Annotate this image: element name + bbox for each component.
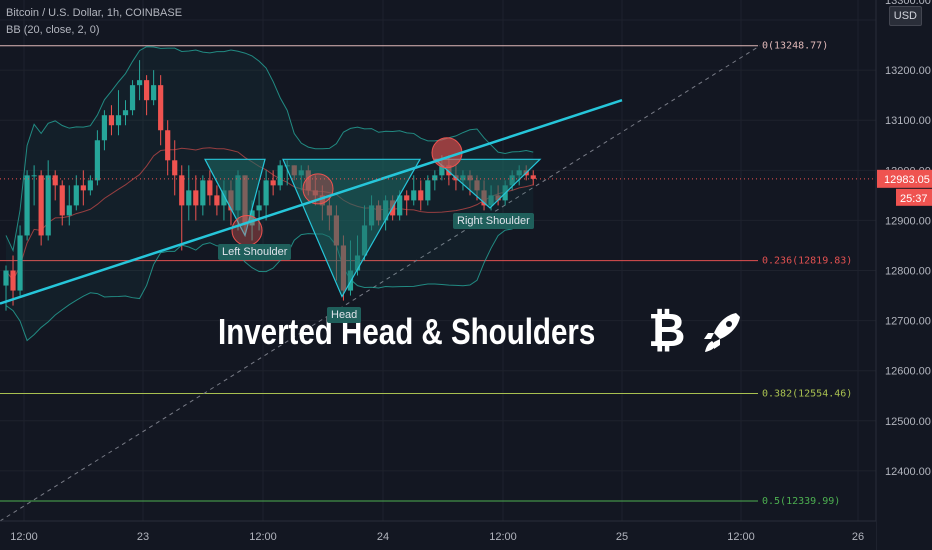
candle-body-5 (38, 175, 44, 236)
candle-body-18 (129, 85, 136, 111)
candle-body-36 (256, 205, 262, 211)
dashed-trendline (0, 45, 761, 522)
time-tick-0: 12:00 (10, 531, 38, 543)
price-tick-7: 12400.00 (885, 466, 931, 478)
time-tick-6: 12:00 (727, 531, 755, 543)
candle-body-16 (115, 115, 122, 126)
candle-body-60 (425, 180, 431, 201)
candle-body-7 (52, 175, 58, 186)
bb-basis (5, 147, 534, 282)
price-tick-6: 12500.00 (885, 416, 931, 428)
candle-body-57 (404, 195, 410, 201)
candle-body-56 (397, 195, 403, 216)
head-shape (282, 158, 422, 298)
fib-label-2: 0.382(12554.46) (762, 389, 852, 400)
price-tick-5: 12600.00 (885, 366, 931, 378)
current-price-tag (877, 169, 932, 188)
time-tick-1: 23 (137, 531, 149, 543)
candle-body-4 (31, 175, 37, 177)
time-tick-2: 12:00 (249, 531, 277, 543)
candle-body-31 (221, 190, 227, 206)
candle-body-22 (158, 85, 164, 131)
currency-badge[interactable]: USD (888, 6, 922, 26)
candle-body-10 (73, 185, 79, 206)
price-tick-1: 13100.00 (885, 115, 931, 127)
right-shoulder-label: Right Shoulder (453, 213, 534, 229)
candle-body-15 (108, 115, 115, 126)
candle-body-9 (66, 205, 72, 216)
candle-body-62 (439, 165, 445, 176)
fib-label-3: 0.5(12339.99) (762, 496, 840, 507)
price-tick-4: 12700.00 (885, 316, 931, 328)
fib-label-0: 0(13248.77) (762, 41, 828, 52)
candle-body-13 (94, 140, 100, 181)
current-price-value: 12983.05 (884, 174, 930, 186)
candle-body-0 (3, 270, 9, 286)
rising-trendline (0, 99, 623, 305)
countdown-value: 25:37 (900, 193, 928, 205)
left-shoulder-label: Left Shoulder (218, 244, 292, 260)
candle-body-26 (186, 190, 192, 206)
candle-body-37 (263, 180, 269, 206)
price-tick-3: 12800.00 (885, 266, 931, 278)
candle-body-8 (59, 185, 65, 216)
bb-lower (5, 217, 534, 342)
indicator-legend[interactable]: BB (20, close, 2, 0) (6, 24, 100, 36)
time-axis-bg (0, 521, 876, 550)
candle-body-2 (17, 235, 23, 291)
candle-body-39 (277, 165, 283, 186)
price-tick-2: 12900.00 (885, 215, 931, 227)
candle-body-19 (136, 80, 143, 86)
bitcoin-icon: ₿ (648, 304, 686, 356)
rocket-icon (704, 313, 740, 352)
head-label: Head (327, 307, 362, 323)
price-tick-top: 13300.00 (885, 0, 931, 7)
time-tick-3: 24 (377, 531, 389, 543)
candle-body-3 (24, 175, 30, 236)
candle-body-6 (45, 175, 51, 236)
price-tick-0: 13200.00 (885, 65, 931, 77)
candle-body-38 (270, 180, 276, 186)
candle-body-12 (87, 180, 93, 191)
countdown-tag (896, 188, 932, 206)
candle-body-21 (151, 85, 157, 101)
fib-label-1: 0.236(12819.83) (762, 256, 852, 267)
candle-body-27 (193, 190, 199, 206)
price-scale-bg (876, 0, 932, 550)
candle-body-20 (144, 80, 150, 101)
candle-body-28 (200, 180, 206, 206)
candle-body-14 (101, 115, 108, 141)
candle-body-75 (530, 175, 536, 179)
candle-body-11 (80, 185, 86, 191)
candle-body-58 (411, 190, 417, 201)
candle-body-59 (418, 190, 424, 201)
candle-body-30 (214, 195, 220, 206)
candle-body-1 (10, 270, 16, 291)
candle-body-61 (432, 175, 438, 181)
candle-body-35 (249, 210, 255, 226)
candle-body-17 (122, 110, 129, 116)
time-tick-5: 25 (616, 531, 628, 543)
candle-body-25 (179, 175, 185, 206)
symbol-title: Bitcoin / U.S. Dollar, 1h, COINBASE (6, 7, 183, 19)
candle-body-24 (172, 160, 178, 176)
bb-fill (6, 46, 534, 341)
right-shoulder-shape (433, 158, 542, 209)
time-tick-4: 12:00 (489, 531, 517, 543)
candle-body-23 (165, 130, 171, 161)
pattern-title: Inverted Head & Shoulders (218, 311, 596, 352)
candle-body-29 (207, 180, 213, 196)
time-tick-7: 26 (852, 531, 864, 543)
